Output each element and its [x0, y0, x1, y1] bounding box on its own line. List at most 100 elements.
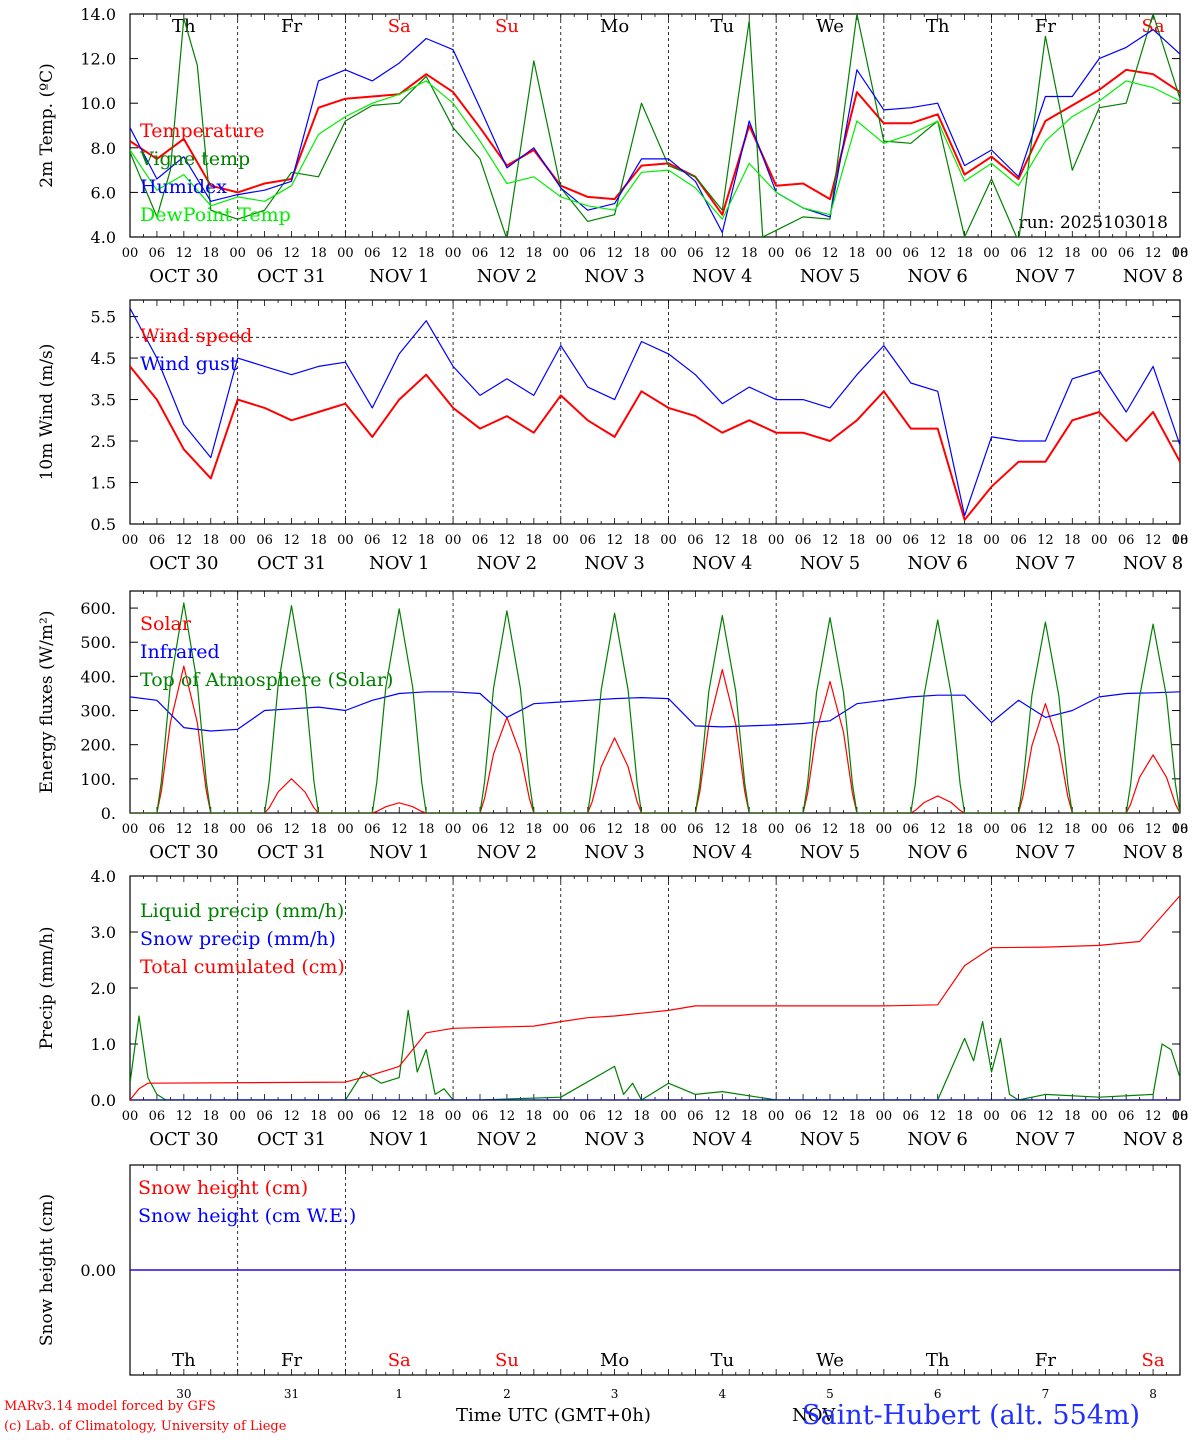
hour-tick-label: 06: [256, 822, 273, 837]
date-label: OCT 31: [257, 553, 326, 574]
series-line-solar: [130, 665, 1180, 813]
y-tick-label: 1.5: [91, 474, 116, 493]
weekday-label: We: [816, 16, 844, 37]
hour-tick-label: 12: [1145, 1109, 1162, 1124]
hour-tick-label: 12: [283, 533, 300, 548]
hour-tick-label: 18: [202, 1109, 219, 1124]
date-label: NOV 2: [477, 1129, 537, 1150]
date-label: OCT 31: [257, 1129, 326, 1150]
hour-tick-label: 00: [122, 822, 139, 837]
hour-tick-label: 00: [1091, 822, 1108, 837]
day-number-label: 7: [1042, 1387, 1050, 1401]
date-label: NOV 8: [1123, 842, 1183, 863]
day-number-label: 8: [1149, 1387, 1157, 1401]
hour-tick-label: 06: [256, 246, 273, 261]
panel-energy: 0. 100. 200. 300. 400. 500. 600. Energy fluxes …: [37, 590, 1188, 863]
hour-tick-label: 00: [337, 822, 354, 837]
hour-tick-label: 00: [1172, 533, 1189, 548]
hour-tick-label: 00: [768, 246, 785, 261]
hour-tick-label: 12: [499, 822, 516, 837]
date-label: NOV 6: [908, 1129, 968, 1150]
hour-tick-label: 12: [714, 246, 731, 261]
hour-tick-label: 18: [526, 822, 543, 837]
day-number-label: 2: [503, 1387, 511, 1401]
hour-tick-label: 18: [956, 1109, 973, 1124]
hour-tick-label: 06: [687, 1109, 704, 1124]
date-label: NOV 6: [908, 842, 968, 863]
legend-snow-precip-mm-h: Snow precip (mm/h): [140, 928, 336, 950]
hour-tick-label: 06: [795, 246, 812, 261]
weekday-label: Mo: [600, 16, 629, 37]
series-line-dewpoint-temp: [130, 80, 1180, 220]
model-credit: MARv3.14 model forced by GFS: [4, 1399, 216, 1414]
y-tick-label: 400.: [80, 667, 116, 686]
hour-tick-label: 00: [660, 1109, 677, 1124]
hour-tick-label: 00: [552, 1109, 569, 1124]
weekday-label: Fr: [1035, 1350, 1056, 1371]
date-label: NOV 8: [1123, 1129, 1183, 1150]
weekday-label: Th: [172, 1350, 196, 1371]
date-label: NOV 3: [584, 266, 644, 287]
hour-tick-label: 18: [526, 246, 543, 261]
hour-tick-label: 00: [660, 533, 677, 548]
date-label: OCT 30: [149, 553, 218, 574]
y-axis-label: Snow height (cm): [37, 1194, 57, 1346]
hour-tick-label: 06: [579, 1109, 596, 1124]
hour-tick-label: 12: [929, 246, 946, 261]
date-label: NOV 6: [908, 266, 968, 287]
hour-tick-label: 18: [741, 822, 758, 837]
hour-tick-label: 12: [391, 246, 408, 261]
hour-tick-label: 00: [768, 1109, 785, 1124]
hour-tick-label: 18: [526, 1109, 543, 1124]
hour-tick-label: 12: [283, 246, 300, 261]
hour-tick-label: 00: [876, 1109, 893, 1124]
y-tick-label: 3.0: [91, 923, 116, 942]
station-label: Saint-Hubert (alt. 554m): [802, 1400, 1141, 1431]
y-axis-label: 10m Wind (m/s): [37, 344, 57, 481]
hour-tick-label: 06: [1118, 533, 1135, 548]
legend-top-of-atmosphere-solar: Top of Atmosphere (Solar): [140, 669, 393, 691]
hour-tick-label: 06: [902, 822, 919, 837]
hour-tick-label: 06: [1118, 1109, 1135, 1124]
hour-tick-label: 00: [1091, 1109, 1108, 1124]
y-axis-label: 2m Temp. (ºC): [37, 63, 57, 188]
hour-tick-label: 18: [956, 822, 973, 837]
hour-tick-label: 00: [445, 822, 462, 837]
hour-tick-label: 18: [1064, 533, 1081, 548]
legend-dewpoint-temp: DewPoint Temp: [140, 204, 291, 226]
hour-tick-label: 06: [795, 1109, 812, 1124]
hour-tick-label: 00: [552, 822, 569, 837]
weekday-label: Mo: [600, 1350, 629, 1371]
hour-tick-label: 12: [1037, 533, 1054, 548]
hour-tick-label: 00: [876, 822, 893, 837]
hour-tick-label: 18: [310, 1109, 327, 1124]
hour-tick-label: 00: [337, 533, 354, 548]
date-label: NOV 8: [1123, 553, 1183, 574]
date-label: OCT 31: [257, 266, 326, 287]
hour-tick-label: 00: [660, 822, 677, 837]
hour-tick-label: 12: [391, 533, 408, 548]
hour-tick-label: 00: [552, 533, 569, 548]
hour-tick-label: 06: [902, 1109, 919, 1124]
hour-tick-label: 00: [229, 533, 246, 548]
hour-tick-label: 06: [1010, 822, 1027, 837]
hour-tick-label: 06: [687, 533, 704, 548]
hour-tick-label: 06: [1118, 822, 1135, 837]
date-label: NOV 4: [692, 553, 752, 574]
hour-tick-label: 18: [1064, 246, 1081, 261]
day-number-label: 4: [718, 1387, 726, 1401]
hour-tick-label: 12: [929, 822, 946, 837]
series-line-temperature: [130, 68, 1180, 216]
hour-tick-label: 12: [1145, 246, 1162, 261]
hour-tick-label: 06: [1118, 246, 1135, 261]
hour-tick-label: 06: [364, 1109, 381, 1124]
legend-snow-height-cm-w-e: Snow height (cm W.E.): [138, 1205, 356, 1227]
hour-tick-label: 06: [364, 533, 381, 548]
hour-tick-label: 00: [122, 533, 139, 548]
day-number-label: 3: [611, 1387, 619, 1401]
hour-tick-label: 06: [687, 246, 704, 261]
hour-tick-label: 12: [391, 822, 408, 837]
hour-tick-label: 00: [445, 533, 462, 548]
hour-tick-label: 12: [1037, 246, 1054, 261]
hour-tick-label: 12: [499, 246, 516, 261]
